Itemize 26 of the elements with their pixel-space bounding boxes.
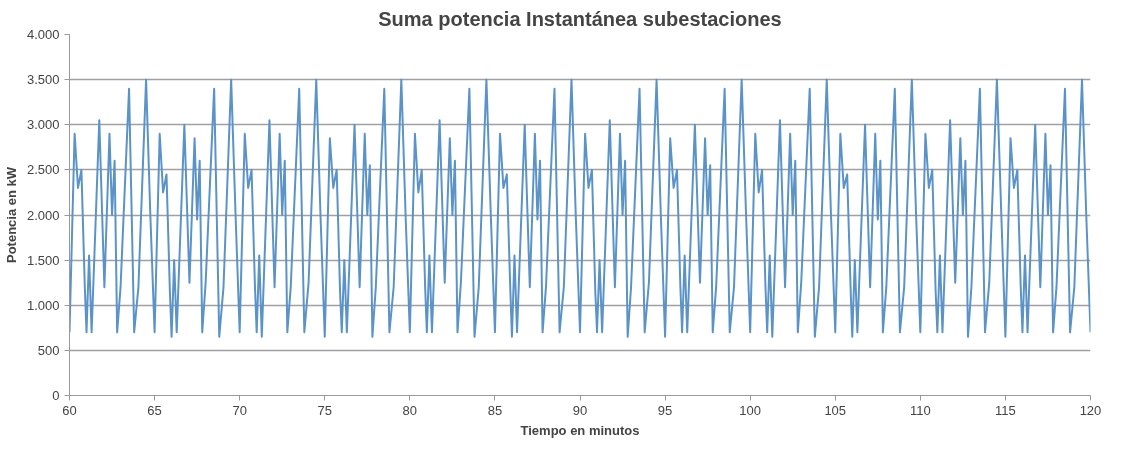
x-tick-label: 95 xyxy=(657,402,673,418)
chart-title: Suma potencia Instantánea subestaciones xyxy=(378,7,782,30)
x-tick-label: 80 xyxy=(402,402,418,418)
x-tick-label: 65 xyxy=(147,402,162,418)
y-tick-label: 3.500 xyxy=(26,72,60,88)
x-axis-title: Tiempo en minutos xyxy=(520,422,640,438)
y-tick-label: 500 xyxy=(37,342,60,358)
x-tick-label: 100 xyxy=(739,402,762,418)
x-tick-label: 110 xyxy=(909,402,931,418)
line-series xyxy=(69,78,1091,338)
x-tick-label: 105 xyxy=(824,402,847,418)
x-tick-label: 60 xyxy=(62,402,77,418)
y-tick-label: 3.000 xyxy=(26,117,60,133)
x-tick-label: 115 xyxy=(995,402,1016,418)
y-tick-label: 0 xyxy=(52,388,60,403)
x-tick-label: 120 xyxy=(1079,402,1102,418)
y-axis-title: Potencia en kW xyxy=(3,166,19,264)
x-tick-label: 70 xyxy=(232,402,247,418)
x-tick-label: 85 xyxy=(487,402,503,418)
y-tick-label: 2.000 xyxy=(26,207,60,223)
y-tick-label: 4.000 xyxy=(26,27,60,42)
y-tick-label: 2.500 xyxy=(26,162,60,178)
y-tick-label: 1.500 xyxy=(26,252,60,268)
x-tick-label: 75 xyxy=(317,402,332,418)
x-tick-label: 90 xyxy=(572,402,588,418)
y-tick-label: 1.000 xyxy=(26,297,60,313)
